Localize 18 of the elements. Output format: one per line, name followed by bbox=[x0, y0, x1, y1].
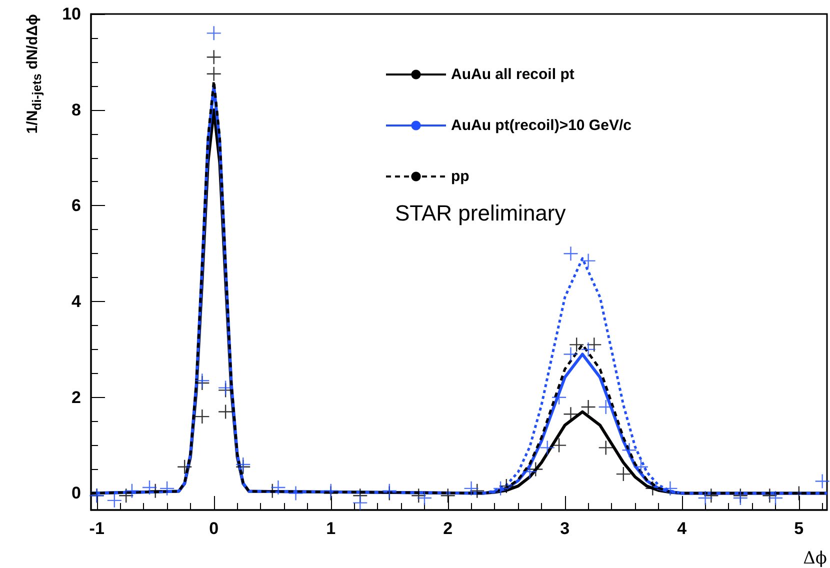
x-tick-label: -1 bbox=[89, 519, 104, 538]
legend-label: pp bbox=[451, 168, 470, 185]
y-tick-label: 0 bbox=[72, 484, 81, 503]
y-tick-label: 10 bbox=[62, 4, 81, 24]
x-tick-label: 0 bbox=[209, 519, 219, 538]
y-tick-label: 4 bbox=[72, 292, 82, 312]
x-tick-label: 2 bbox=[443, 519, 453, 538]
x-tick-label: 4 bbox=[677, 519, 688, 538]
x-tick-label: 1 bbox=[326, 519, 336, 538]
y-tick-label: 6 bbox=[72, 196, 81, 216]
y-tick-label: 2 bbox=[72, 388, 81, 407]
y-tick-label: 8 bbox=[72, 100, 81, 120]
legend-label: AuAu pt(recoil)>10 GeV/c bbox=[451, 117, 632, 134]
x-tick-label: 5 bbox=[794, 519, 804, 538]
x-tick-label: 3 bbox=[560, 519, 570, 538]
x-axis-title: Δϕ bbox=[803, 548, 827, 568]
annotation: STAR preliminary bbox=[395, 200, 566, 226]
legend-label: AuAu all recoil pt bbox=[451, 66, 574, 83]
